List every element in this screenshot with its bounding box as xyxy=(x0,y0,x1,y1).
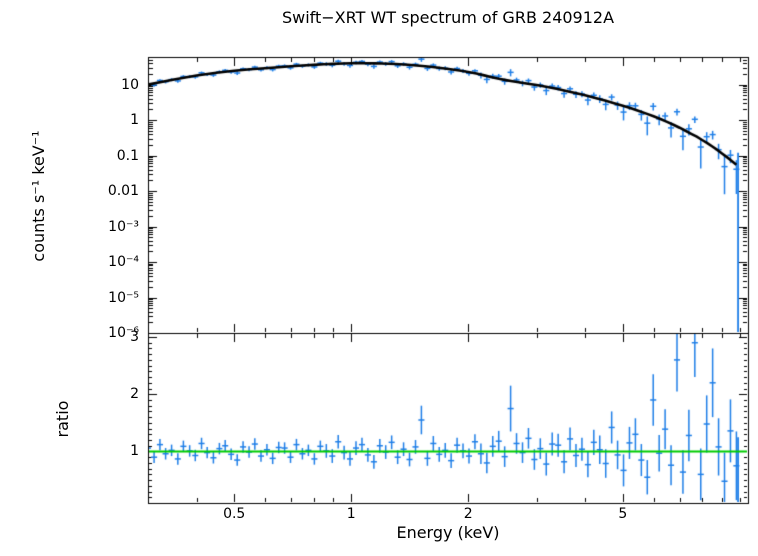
x-tick-label: 5 xyxy=(618,506,628,522)
x-tick-label: 2 xyxy=(463,506,473,522)
y-tick-label-counts: 1 xyxy=(130,112,139,129)
y-tick-label-counts: 10⁻⁵ xyxy=(108,289,139,306)
x-tick-label: 1 xyxy=(346,506,356,522)
y-tick-label-ratio: 3 xyxy=(130,329,139,345)
x-axis-label: Energy (keV) xyxy=(396,523,500,542)
y-tick-label-ratio: 1 xyxy=(130,443,139,460)
y-tick-label-ratio: 2 xyxy=(130,386,139,403)
y-tick-label-counts: 10⁻³ xyxy=(108,218,139,235)
y-tick-label-counts: 10⁻⁴ xyxy=(108,254,139,271)
chart-title: Swift−XRT WT spectrum of GRB 240912A xyxy=(281,8,615,27)
y-tick-label-counts: 10⁻⁶ xyxy=(108,325,139,341)
y-tick-label-counts: 10 xyxy=(121,76,139,93)
x-tick-label: 0.5 xyxy=(223,506,246,522)
y-tick-label-counts: 0.1 xyxy=(116,147,139,164)
y-tick-label-counts: 0.01 xyxy=(107,183,139,200)
